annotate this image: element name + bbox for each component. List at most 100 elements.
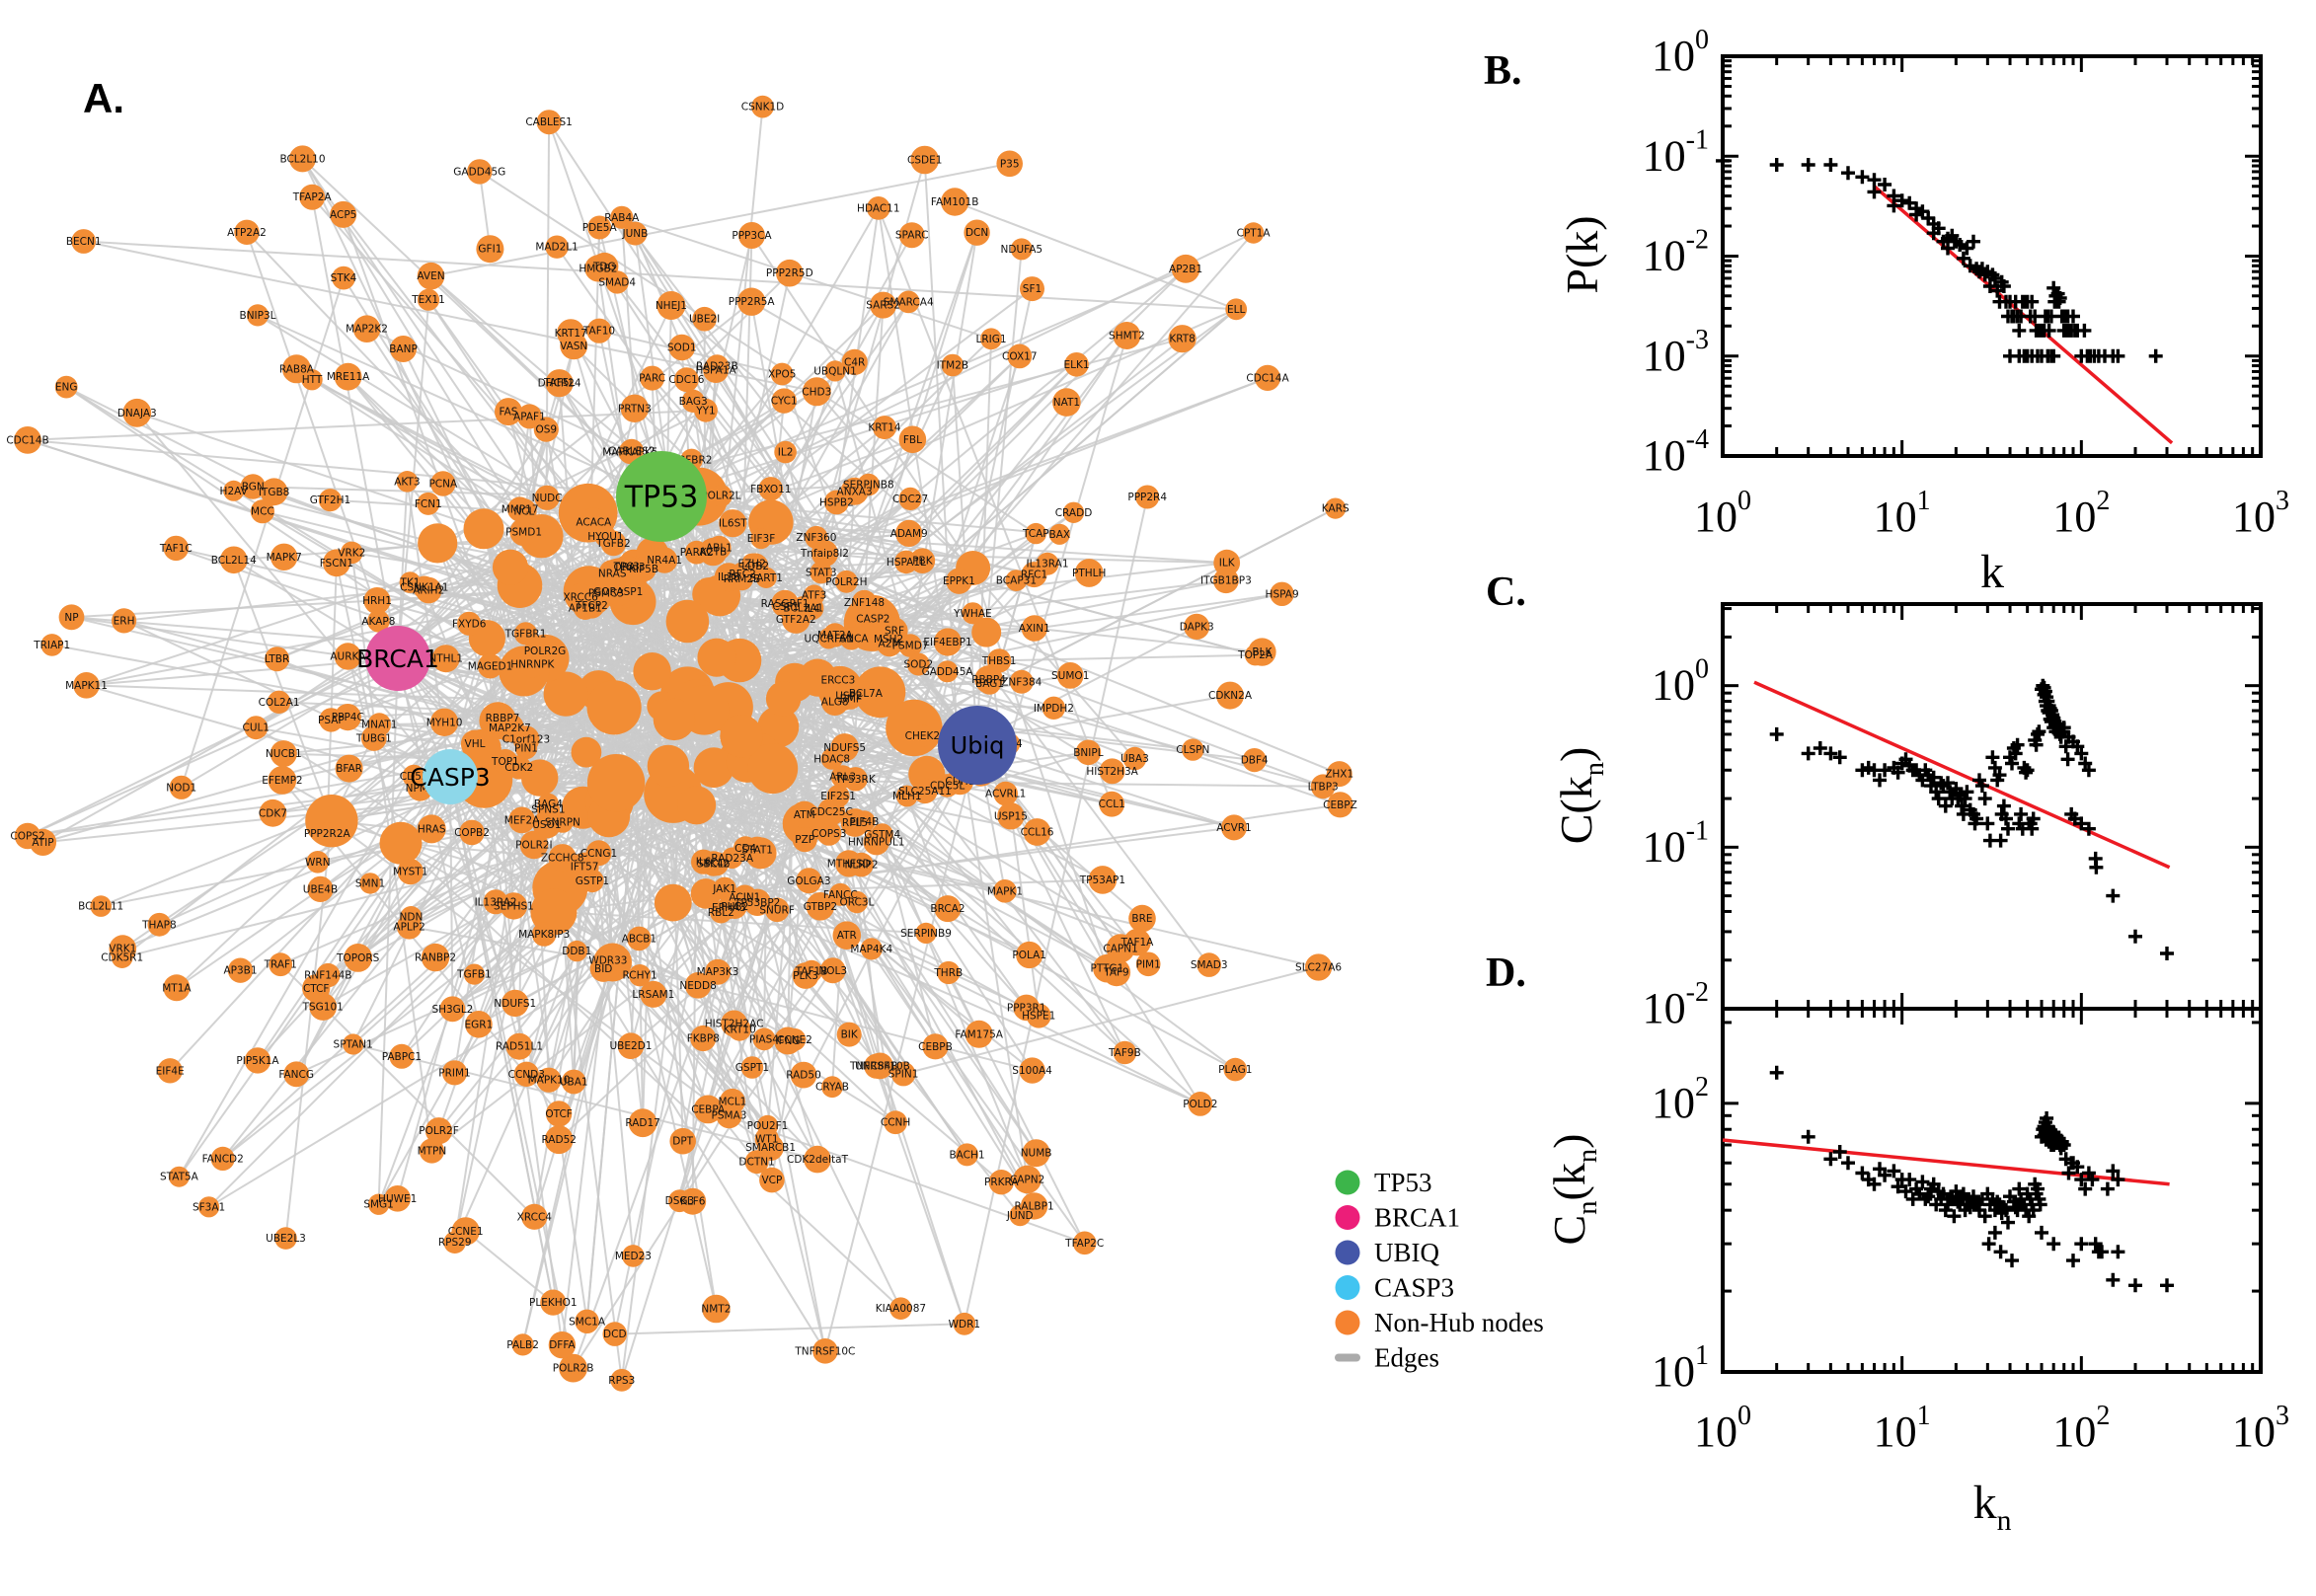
network-node-label: PSMA3 <box>712 1110 747 1122</box>
network-node-label: CRADD <box>1055 507 1093 519</box>
network-node-label: NOL3 <box>818 965 847 977</box>
network-node-label: EFEMP2 <box>262 775 302 787</box>
network-node-label: ITGB8 <box>259 487 290 498</box>
network-node-label: PTTG1 <box>1091 963 1124 975</box>
network-node-label: HIST2H3A <box>1086 766 1138 778</box>
network-node-label: PPP2R5D <box>766 267 813 279</box>
network-node-label: MYST1 <box>393 867 427 878</box>
network-node-label: H2AV <box>220 486 249 497</box>
network-node-label: TAF10 <box>582 326 615 338</box>
fit-line <box>1723 1140 2170 1184</box>
network-node-label: VASN <box>560 341 587 352</box>
plot-frame <box>1723 604 2261 1009</box>
network-node-label: TRIAP1 <box>33 640 70 651</box>
network-node-label: SUMO1 <box>1051 670 1089 682</box>
network-node-label: PPP2R5A <box>729 296 776 308</box>
network-node-label: DCTN1 <box>738 1157 774 1169</box>
network-node-label: KLF6 <box>680 1196 706 1208</box>
network-node-label: NCL <box>513 505 534 517</box>
network-node-label: THAP8 <box>141 919 177 931</box>
network-node-label: DAPK3 <box>1180 621 1214 633</box>
network-node-label: WDR1 <box>949 1319 980 1330</box>
network-node-label: EIF3F <box>747 533 776 545</box>
network-node-label: EPPK1 <box>943 575 975 587</box>
network-node-label: BCAP31 <box>996 575 1037 587</box>
network-core-node <box>720 715 762 757</box>
network-node-label: MCL1 <box>718 1096 746 1107</box>
network-node-label: BFAR <box>336 763 362 775</box>
network-node-label: ZCCHC8 <box>541 853 584 865</box>
y-axis-label: C(kn​) <box>1551 747 1610 845</box>
y-tick-label: 101 <box>1652 1340 1709 1396</box>
network-node-label: DDB1 <box>562 946 591 957</box>
network-node-label: FKBP8 <box>687 1033 720 1045</box>
network-node-label: IMPDH2 <box>1034 703 1074 715</box>
network-core-node <box>697 639 735 677</box>
network-node-label: HIST2H2AC <box>705 1019 764 1030</box>
network-node-label: SOD1 <box>667 342 697 354</box>
legend-item-label: BRCA1 <box>1374 1203 1460 1233</box>
network-node-label: FBXO11 <box>750 484 791 495</box>
network-node-label: TFCP2 <box>575 600 608 612</box>
network-node-label: TNFRSF10B <box>849 1060 910 1072</box>
network-node-label: AKAP8 <box>361 616 395 628</box>
network-node-label: MAPK1 <box>987 885 1023 897</box>
network-node-label: TP53RK <box>834 774 876 786</box>
network-node-label: PBK <box>912 556 934 568</box>
network-node-label: DCD <box>603 1329 627 1340</box>
network-node-label: PCNA <box>428 479 458 491</box>
network-edge <box>955 202 1236 310</box>
network-node-label: MAD2L1 <box>535 242 579 254</box>
network-node-label: SOD2 <box>903 659 933 671</box>
network-node-label: EIF4EBP1 <box>923 637 971 648</box>
network-node-label: VHL <box>465 738 486 750</box>
network-node-label: NOD1 <box>166 782 196 794</box>
network-node-label: TFAP2C <box>1064 1238 1104 1250</box>
network-node-label: Tnfaip8l2 <box>800 548 849 560</box>
scatter-points <box>1770 1066 2174 1293</box>
network-node-label: LRIG1 <box>975 334 1006 345</box>
network-node-label: POLD2 <box>1183 1099 1217 1110</box>
network-core-node <box>418 523 457 563</box>
network-node-label: AP2B1 <box>1169 264 1202 275</box>
network-node-label: LRSAM1 <box>632 989 674 1001</box>
network-node-label: SNURF <box>759 904 795 916</box>
network-node-label: SPTAN1 <box>334 1039 373 1051</box>
network-node-label: COPS2 <box>10 831 44 843</box>
network-node-label: TRAF1 <box>264 959 297 971</box>
network-node-label: KRT8 <box>1169 334 1196 345</box>
network-node-label: CDK2 <box>504 762 533 774</box>
legend-item-label: CASP3 <box>1374 1273 1454 1303</box>
network-node-label: ZHX1 <box>1325 769 1353 781</box>
network-node-label: BNIP3L <box>239 310 275 322</box>
network-node-label: TGFBR1 <box>504 628 547 640</box>
network-node-label: UBA3 <box>1120 753 1149 765</box>
x-tick-label: 103 <box>2232 486 2289 541</box>
network-node-label: CCL1 <box>1099 798 1125 810</box>
y-axis-label: Cn​(kn​) <box>1544 1134 1603 1246</box>
network-node-label: SF1 <box>1023 283 1042 295</box>
network-node-label: JUNB <box>621 228 648 240</box>
y-tick-label: 100 <box>1652 25 1709 80</box>
network-node-label: PPP2R2A <box>304 828 351 840</box>
network-node-label: PARK2 <box>680 547 714 559</box>
network-node-label: PRTN3 <box>618 403 652 415</box>
network-node-label: ILK <box>1219 558 1236 570</box>
network-node-label: BAG3 <box>679 396 708 408</box>
network-node-label: CDKN2A <box>1208 690 1253 702</box>
network-node-label: MYH10 <box>426 717 463 728</box>
network-node-label: SPNS1 <box>531 804 565 816</box>
network-node-label: POU2F1 <box>747 1120 789 1132</box>
network-node-label: FANCC <box>823 889 858 901</box>
network-node-label: TOPORS <box>336 952 380 964</box>
network-node-label: PPP3R1 <box>1007 1002 1046 1014</box>
hub-label-tp53: TP53 <box>624 481 699 515</box>
network-node-label: THRB <box>933 967 963 979</box>
network-node-label: RPS29 <box>438 1237 472 1249</box>
network-node-label: MAP2K2 <box>346 324 388 336</box>
network-node-label: HMGB2 <box>579 263 617 274</box>
network-node-label: STAT5A <box>160 1172 199 1183</box>
network-node-label: POLA1 <box>1012 950 1046 961</box>
